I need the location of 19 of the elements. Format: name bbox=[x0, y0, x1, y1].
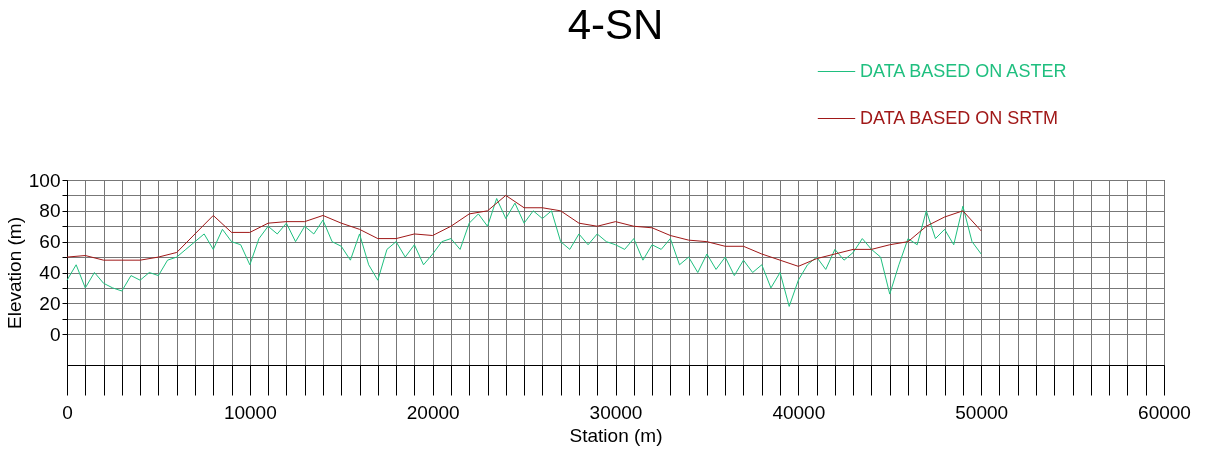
x-tick-label: 60000 bbox=[1138, 401, 1191, 423]
line-series bbox=[66, 198, 982, 307]
y-tick-label: 60 bbox=[39, 231, 61, 253]
y-tick-label: 80 bbox=[39, 200, 61, 222]
y-axis-title: Elevation (m) bbox=[3, 217, 25, 329]
x-tick-label: 50000 bbox=[955, 401, 1009, 423]
x-tick-label: 20000 bbox=[406, 401, 460, 423]
x-tick-label: 30000 bbox=[589, 401, 643, 423]
chart-title: 4-SN bbox=[567, 1, 664, 48]
legend-label: DATA BASED ON ASTER bbox=[860, 60, 1067, 81]
y-tick-label: 100 bbox=[28, 169, 61, 191]
x-tick-label: 40000 bbox=[772, 401, 826, 423]
x-tick-label: 10000 bbox=[223, 401, 277, 423]
y-tick-label: 20 bbox=[39, 292, 61, 314]
x-axis-title: Station (m) bbox=[569, 424, 663, 446]
legend-label: DATA BASED ON SRTM bbox=[860, 107, 1059, 128]
y-tick-label: 40 bbox=[39, 262, 61, 283]
y-tick-label: 0 bbox=[49, 323, 61, 345]
line-series bbox=[66, 194, 982, 267]
